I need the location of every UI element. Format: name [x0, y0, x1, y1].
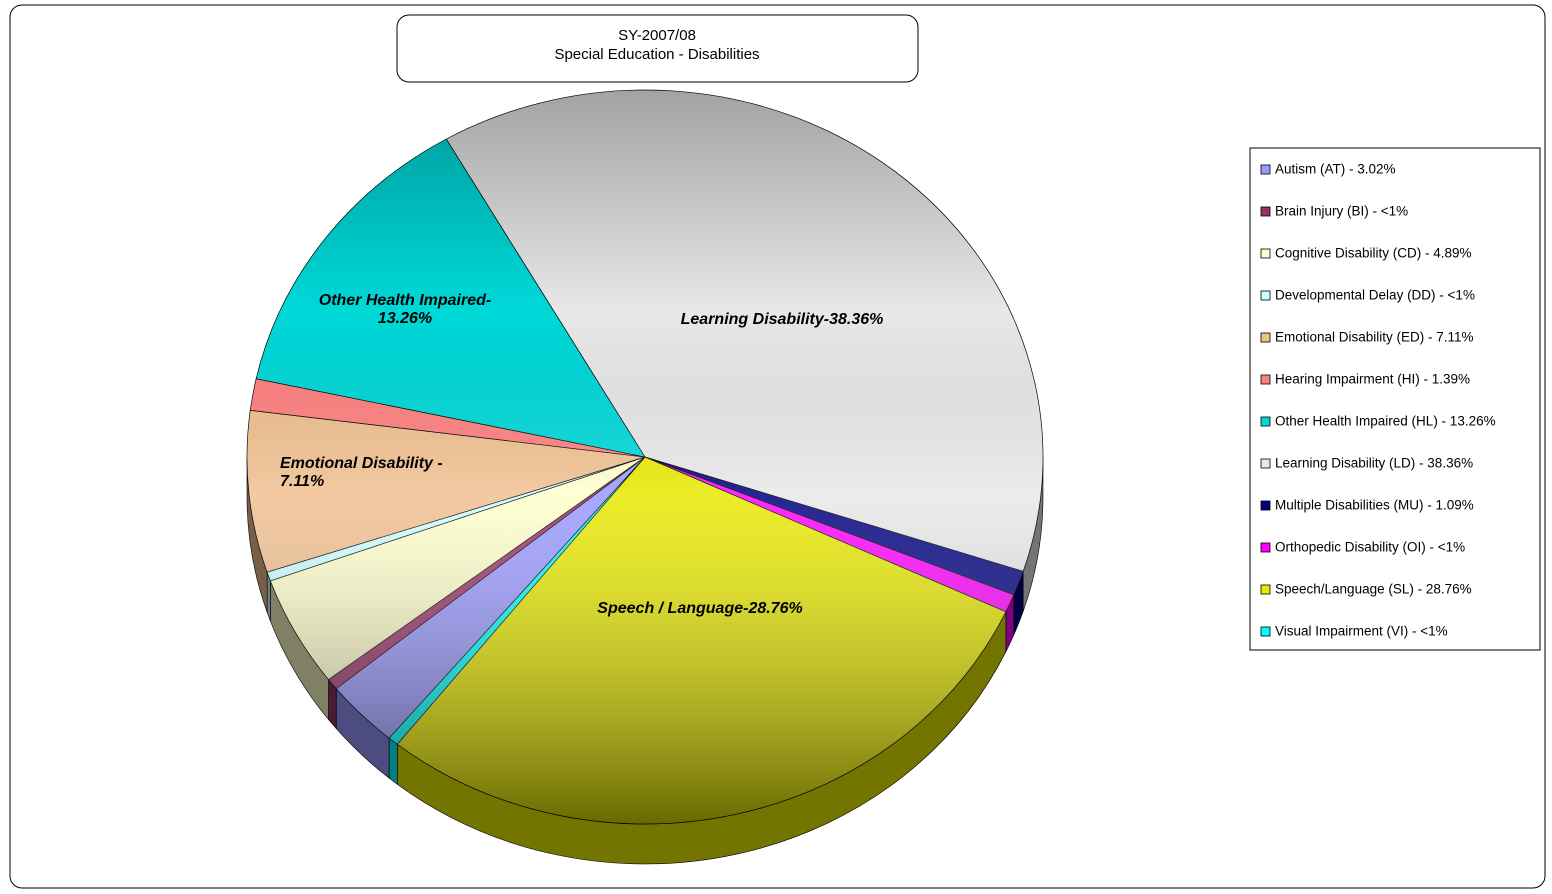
legend-label: Cognitive Disability (CD) - 4.89% — [1275, 246, 1472, 261]
legend-swatch — [1260, 248, 1271, 259]
legend-label: Speech/Language (SL) - 28.76% — [1275, 582, 1472, 597]
legend-label: Hearing Impairment (HI) - 1.39% — [1275, 372, 1470, 387]
slice-label: Emotional Disability - 7.11% — [280, 455, 443, 490]
slice-label: Learning Disability-38.36% — [680, 311, 884, 328]
legend-label: Autism (AT) - 3.02% — [1275, 162, 1396, 177]
chart-title: SY-2007/08 — [618, 27, 696, 44]
legend: Autism (AT) - 3.02% Brain Injury (BI) - <… — [1260, 162, 1496, 639]
legend-label: Other Health Impaired (HL) - 13.26% — [1275, 414, 1496, 429]
legend-swatch — [1260, 374, 1271, 385]
legend-swatch — [1260, 626, 1271, 637]
legend-label: Orthopedic Disability (OI) - <1% — [1275, 540, 1465, 555]
legend-box — [1249, 147, 1541, 651]
legend-swatch — [1260, 584, 1271, 595]
legend-swatch — [1260, 416, 1271, 427]
legend-label: Learning Disability (LD) - 38.36% — [1275, 456, 1473, 471]
legend-swatch — [1260, 542, 1271, 553]
slice-label: Speech / Language-28.76% — [597, 600, 803, 617]
pie-side — [388, 737, 398, 785]
legend-swatch — [1260, 332, 1271, 343]
legend-swatch — [1260, 164, 1271, 175]
legend-label: Visual Impairment (VI) - <1% — [1275, 624, 1448, 639]
legend-swatch — [1260, 290, 1271, 301]
legend-label: Emotional Disability (ED) - 7.11% — [1275, 330, 1474, 345]
slice-label: Other Health Impaired-13.26% — [318, 292, 492, 327]
legend-swatch — [1260, 500, 1271, 511]
title-box — [396, 14, 919, 83]
legend-label: Brain Injury (BI) - <1% — [1275, 204, 1408, 219]
chart-subtitle: Special Education - Disabilities — [554, 46, 759, 63]
legend-label: Multiple Disabilities (MU) - 1.09% — [1275, 498, 1474, 513]
legend-swatch — [1260, 206, 1271, 217]
legend-swatch — [1260, 458, 1271, 469]
legend-label: Developmental Delay (DD) - <1% — [1275, 288, 1475, 303]
